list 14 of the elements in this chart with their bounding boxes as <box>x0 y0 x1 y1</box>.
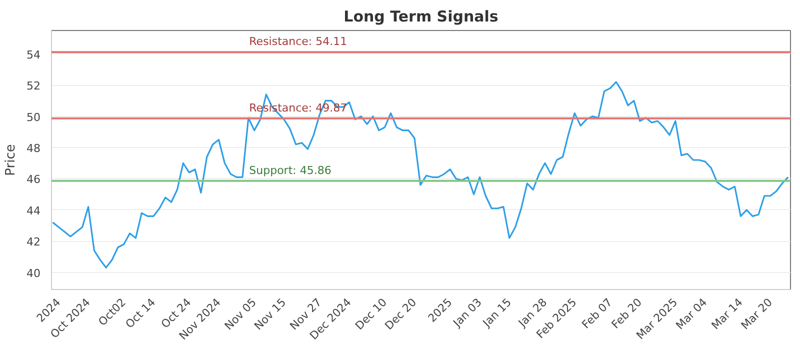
y-tick-label: 46 <box>26 173 41 186</box>
y-axis-title: Price <box>4 144 19 176</box>
y-tick-label: 42 <box>26 236 41 249</box>
x-tick-label: Jan 15 <box>480 296 514 330</box>
y-tick-label: 52 <box>26 80 41 93</box>
ref-line-label: Support: 45.86 <box>249 164 332 177</box>
y-tick-label: 44 <box>26 204 41 218</box>
y-tick-label: 40 <box>26 266 41 280</box>
y-tick-label: 48 <box>26 142 41 156</box>
line-series <box>52 81 789 268</box>
y-tick-label: 50 <box>26 110 41 124</box>
y-tick-label: 54 <box>26 48 41 62</box>
chart-title: Long Term Signals <box>344 8 498 26</box>
ref-line-label: Resistance: 54.11 <box>249 35 348 48</box>
